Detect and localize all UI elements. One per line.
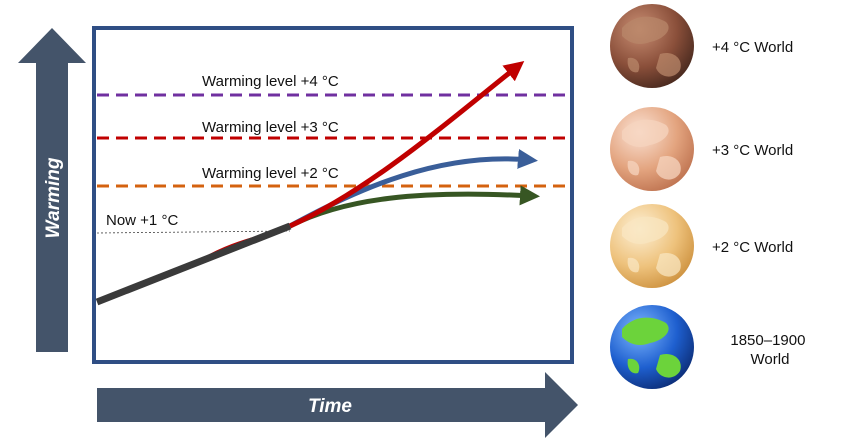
warming-level-3: Warming level +3 °C — [97, 119, 569, 140]
globe-preindustrial: 1850–1900 World — [610, 305, 809, 389]
warming-axis-arrow: Warming — [18, 28, 86, 352]
globe-plus-2: +2 °C World — [610, 204, 793, 288]
warming-axis-label: Warming — [43, 157, 64, 238]
reference-now: Now +1 °C — [96, 212, 291, 234]
time-axis-label: Time — [308, 396, 352, 417]
globe-label: 1850–1900 World — [730, 332, 809, 368]
globe-plus-3: +3 °C World — [610, 107, 793, 191]
trajectory-plus-4 — [288, 61, 525, 229]
warming-level-2: Warming level +2 °C — [97, 165, 569, 188]
level-label: Warming level +4 °C — [202, 73, 339, 90]
level-label: Warming level +3 °C — [202, 119, 339, 136]
globe-plus-4: +4 °C World — [610, 4, 793, 88]
reference-line — [96, 230, 291, 234]
time-axis-arrow: Time — [97, 372, 578, 438]
globe-label: +4 °C World — [712, 39, 793, 56]
reference-label: Now +1 °C — [106, 212, 178, 229]
globe-label: +2 °C World — [712, 239, 793, 256]
globe-label: +3 °C World — [712, 142, 793, 159]
trajectory-historical — [95, 222, 292, 306]
warming-level-4: Warming level +4 °C — [97, 73, 569, 97]
level-label: Warming level +2 °C — [202, 165, 339, 182]
